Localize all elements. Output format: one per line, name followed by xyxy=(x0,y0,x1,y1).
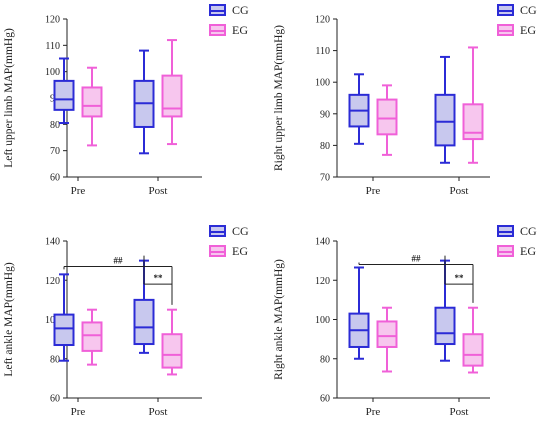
x-tick-label: Post xyxy=(149,406,168,418)
x-tick-label: Post xyxy=(450,185,469,197)
legend-item-cg: CG xyxy=(497,224,537,238)
y-tick-label: 120 xyxy=(315,276,330,287)
box-body xyxy=(434,93,456,147)
y-axis-label: Right upper limb MAP(mmHg) xyxy=(273,25,285,171)
x-tick-label: Pre xyxy=(366,406,381,418)
legend-item-cg: CG xyxy=(209,224,249,238)
box-body xyxy=(462,333,484,367)
y-tick-label: 120 xyxy=(45,276,60,287)
x-tick-label: Pre xyxy=(366,185,381,197)
box-cg-post xyxy=(434,55,456,164)
box-body xyxy=(161,74,183,118)
y-tick-label: 70 xyxy=(320,173,330,184)
box-body xyxy=(53,313,75,347)
y-tick-label: 140 xyxy=(45,237,60,248)
box-eg-post xyxy=(161,39,183,146)
box-cg-pre xyxy=(53,273,75,362)
panel-right-ankle: 60 80 100 120 140 Pre Post Right ankle MAP(mmHg… xyxy=(273,224,537,418)
y-tick-label: 80 xyxy=(320,141,330,152)
y-tick-label: 80 xyxy=(50,120,60,131)
legend-item-eg: EG xyxy=(497,23,536,37)
legend-item-eg: EG xyxy=(209,244,248,258)
y-tick-label: 100 xyxy=(315,78,330,89)
legend-label: EG xyxy=(232,244,248,258)
y-tick-label: 60 xyxy=(320,394,330,405)
box-eg-post xyxy=(462,306,484,374)
y-tick-label: 60 xyxy=(50,173,60,184)
box-eg-pre xyxy=(81,66,103,147)
legend-item-eg: EG xyxy=(497,244,536,258)
panel-left-ankle: 60 80 100 120 140 Pre Post Left ankle MAP(mmHg)… xyxy=(3,224,249,418)
x-tick-label: Pre xyxy=(71,406,86,418)
y-axis-label: Left upper limb MAP(mmHg) xyxy=(3,28,15,168)
y-tick-label: 80 xyxy=(50,354,60,365)
y-tick-label: 60 xyxy=(50,394,60,405)
box-body xyxy=(53,79,75,111)
box-body xyxy=(133,298,155,346)
significance-label: ## xyxy=(412,254,422,264)
significance-bracket: ** xyxy=(444,255,474,303)
y-axis-label: Right ankle MAP(mmHg) xyxy=(273,259,285,380)
box-cg-pre xyxy=(348,266,370,360)
x-tick-label: Post xyxy=(149,185,168,197)
y-tick-label: 110 xyxy=(45,41,60,52)
legend-label: CG xyxy=(232,3,249,17)
box-body xyxy=(434,306,456,346)
y-tick-label: 120 xyxy=(45,15,60,26)
significance-label: ## xyxy=(114,256,124,266)
y-tick-label: 120 xyxy=(315,15,330,26)
significance-label: ** xyxy=(154,273,164,283)
legend-item-cg: CG xyxy=(209,3,249,17)
box-body xyxy=(376,98,398,136)
box-body xyxy=(81,86,103,118)
legend-label: CG xyxy=(520,3,537,17)
panel-right-upper-limb: 70 80 90 100 110 120 Pre Post Right upper limb M… xyxy=(273,3,537,197)
box-eg-post xyxy=(462,46,484,164)
box-eg-pre xyxy=(81,308,103,366)
legend-item-cg: CG xyxy=(497,3,537,17)
significance-label: ** xyxy=(455,273,465,283)
x-tick-label: Pre xyxy=(71,185,86,197)
legend-label: EG xyxy=(232,23,248,37)
legend-label: CG xyxy=(232,224,249,238)
box-body xyxy=(376,320,398,348)
y-tick-label: 100 xyxy=(45,67,60,78)
box-cg-pre xyxy=(53,57,75,125)
y-tick-label: 140 xyxy=(315,237,330,248)
y-tick-label: 110 xyxy=(315,46,330,57)
box-body xyxy=(81,321,103,352)
y-tick-label: 90 xyxy=(320,109,330,120)
box-cg-pre xyxy=(348,73,370,145)
box-body xyxy=(161,333,183,369)
box-eg-post xyxy=(161,308,183,376)
x-tick-label: Post xyxy=(450,406,469,418)
y-tick-label: 100 xyxy=(45,315,60,326)
box-cg-post xyxy=(133,49,155,155)
y-tick-label: 80 xyxy=(320,354,330,365)
legend-label: CG xyxy=(520,224,537,238)
legend-label: EG xyxy=(520,23,536,37)
y-axis-label: Left ankle MAP(mmHg) xyxy=(3,262,15,377)
legend-item-eg: EG xyxy=(209,23,248,37)
box-body xyxy=(462,103,484,141)
panel-left-upper-limb: 60708090100110120PrePostLeft upper limb … xyxy=(3,3,249,197)
legend-label: EG xyxy=(520,244,536,258)
y-tick-label: 100 xyxy=(315,315,330,326)
box-eg-pre xyxy=(376,306,398,373)
box-eg-pre xyxy=(376,84,398,156)
y-tick-label: 70 xyxy=(50,146,60,157)
significance-bracket: ** xyxy=(143,255,173,305)
